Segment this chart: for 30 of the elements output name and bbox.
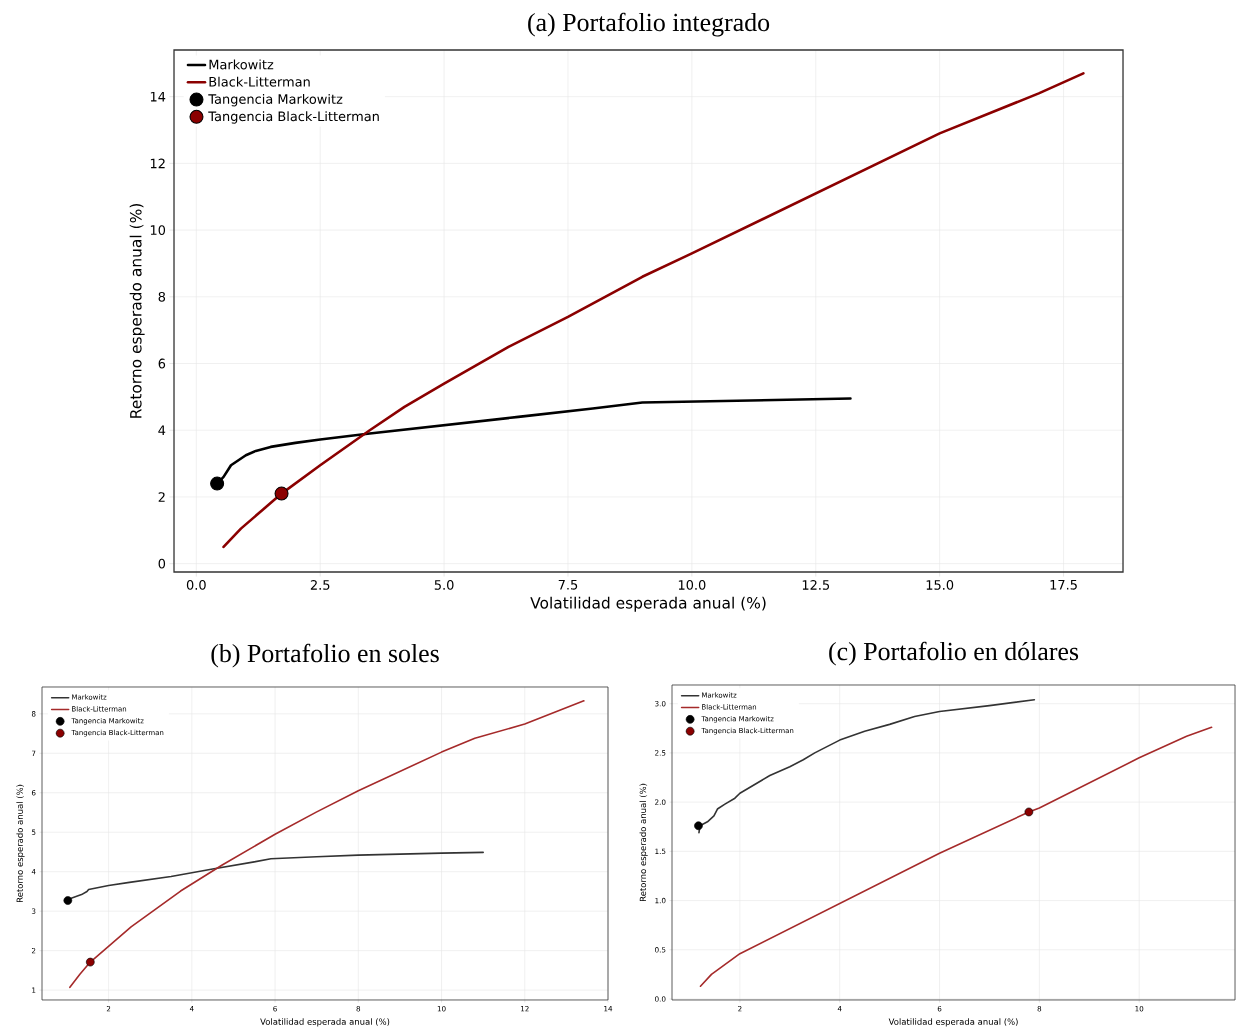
legend-label: Tangencia Markowitz — [208, 93, 343, 107]
x-tick-label: 0.0 — [186, 580, 206, 590]
x-axis-title: Volatilidad esperada anual (%) — [888, 1018, 1018, 1027]
y-axis-title: Retorno esperado anual (%) — [639, 783, 648, 902]
legend-label: Tangencia Black-Litterman — [208, 111, 379, 124]
x-tick-label: 17.5 — [1050, 580, 1077, 590]
chart-title: (b) Portafolio en soles — [211, 643, 439, 668]
x-tick-label: 10.0 — [678, 580, 706, 590]
x-tick-label: 12.5 — [802, 580, 830, 590]
chart-title: (a) Portafolio integrado — [528, 12, 770, 37]
x-tick-label: 2.5 — [310, 580, 330, 590]
x-axis-title: Volatilidad esperada anual (%) — [260, 1018, 390, 1027]
legend-label: Black-Litterman — [209, 76, 310, 87]
y-axis-title: Retorno esperado anual (%) — [16, 784, 25, 903]
x-tick-label: 5.0 — [434, 580, 454, 590]
y-tick-label: 6 — [158, 358, 166, 369]
legend-label: Markowitz — [209, 59, 274, 70]
x-tick-label: 7.5 — [558, 580, 578, 590]
chart-title: (c) Portafolio en dólares — [829, 641, 1079, 666]
y-tick-label: 8 — [158, 291, 166, 302]
y-axis-title: Retorno esperado anual (%) — [129, 204, 145, 418]
y-tick-label: 14 — [150, 91, 166, 102]
y-tick-label: 0 — [158, 558, 166, 569]
y-tick-label: 4 — [158, 425, 166, 435]
x-axis-title: Volatilidad esperada anual (%) — [530, 596, 766, 612]
x-tick-label: 15.0 — [926, 580, 954, 590]
line-series — [69, 700, 585, 989]
y-tick-label: 12 — [150, 158, 165, 169]
y-tick-label: 10 — [150, 225, 166, 235]
y-tick-label: 2 — [158, 492, 165, 502]
